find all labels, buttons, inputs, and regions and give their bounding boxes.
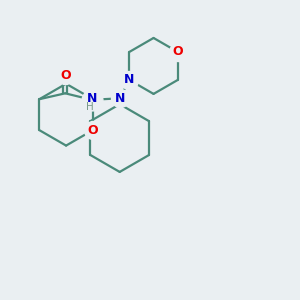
Text: H: H [86,103,94,112]
Text: N: N [115,92,125,105]
Text: O: O [172,45,183,58]
Text: O: O [88,124,98,136]
Text: O: O [60,69,70,82]
Text: N: N [124,74,134,86]
Text: N: N [86,92,97,104]
